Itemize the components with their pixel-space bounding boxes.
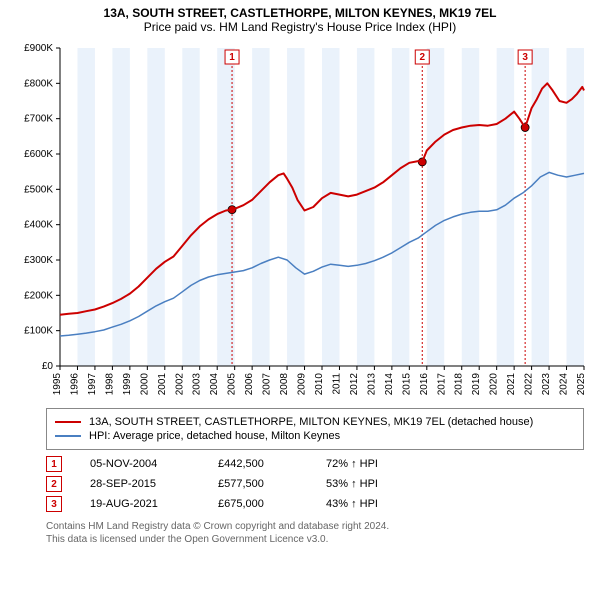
svg-text:£600K: £600K [24, 149, 53, 160]
svg-text:2006: 2006 [244, 373, 255, 396]
svg-text:2012: 2012 [349, 373, 360, 396]
svg-text:2005: 2005 [227, 373, 238, 396]
svg-text:2011: 2011 [331, 373, 342, 395]
legend-label: HPI: Average price, detached house, Milt… [89, 430, 340, 442]
svg-text:£300K: £300K [24, 255, 53, 266]
sale-hpi-delta: 72% ↑ HPI [326, 458, 416, 470]
sale-date: 19-AUG-2021 [90, 498, 190, 510]
svg-text:2013: 2013 [366, 373, 377, 396]
svg-text:2025: 2025 [576, 373, 587, 396]
svg-text:3: 3 [522, 52, 528, 63]
svg-text:2021: 2021 [506, 373, 517, 396]
svg-text:1999: 1999 [122, 373, 133, 396]
chart-plot-area: £0 £100K £200K £300K £400K £500K £600K £700K £80… [6, 40, 594, 400]
svg-text:1996: 1996 [69, 373, 80, 396]
svg-text:2014: 2014 [384, 373, 395, 396]
svg-text:2009: 2009 [297, 373, 308, 396]
svg-text:2002: 2002 [174, 373, 185, 396]
chart-subtitle: Price paid vs. HM Land Registry's House … [6, 20, 594, 34]
sale-price: £577,500 [218, 478, 298, 490]
sale-marker-icon: 3 [46, 496, 62, 512]
sale-row: 2 28-SEP-2015 £577,500 53% ↑ HPI [46, 476, 584, 492]
svg-text:2016: 2016 [419, 373, 430, 396]
svg-text:2000: 2000 [139, 373, 150, 396]
svg-text:1: 1 [229, 52, 235, 63]
legend-swatch [55, 435, 81, 437]
sale-price: £442,500 [218, 458, 298, 470]
footer-line-1: Contains HM Land Registry data © Crown c… [46, 520, 584, 533]
legend-item: 13A, SOUTH STREET, CASTLETHORPE, MILTON … [55, 416, 575, 428]
sale-marker-icon: 2 [46, 476, 62, 492]
svg-text:1995: 1995 [52, 373, 63, 396]
svg-text:2010: 2010 [314, 373, 325, 396]
svg-text:£900K: £900K [24, 43, 53, 54]
sale-date: 28-SEP-2015 [90, 478, 190, 490]
sales-table: 1 05-NOV-2004 £442,500 72% ↑ HPI 2 28-SEP-201… [46, 456, 584, 512]
sale-hpi-delta: 53% ↑ HPI [326, 478, 416, 490]
svg-text:2019: 2019 [471, 373, 482, 396]
line-chart-svg: £0 £100K £200K £300K £400K £500K £600K £700K £80… [6, 40, 594, 400]
svg-text:2015: 2015 [401, 373, 412, 396]
svg-text:1997: 1997 [87, 373, 98, 396]
legend-item: HPI: Average price, detached house, Milt… [55, 430, 575, 442]
sale-date: 05-NOV-2004 [90, 458, 190, 470]
svg-text:£0: £0 [42, 361, 54, 372]
svg-text:£700K: £700K [24, 114, 53, 125]
svg-text:£400K: £400K [24, 220, 53, 231]
sale-row: 3 19-AUG-2021 £675,000 43% ↑ HPI [46, 496, 584, 512]
legend-swatch [55, 421, 81, 423]
sale-hpi-delta: 43% ↑ HPI [326, 498, 416, 510]
svg-text:2004: 2004 [209, 373, 220, 396]
svg-text:2023: 2023 [541, 373, 552, 396]
svg-text:£200K: £200K [24, 290, 53, 301]
footer-line-2: This data is licensed under the Open Gov… [46, 533, 584, 546]
svg-text:2008: 2008 [279, 373, 290, 396]
attribution-footer: Contains HM Land Registry data © Crown c… [46, 520, 584, 546]
svg-text:2: 2 [419, 52, 425, 63]
chart-container: 13A, SOUTH STREET, CASTLETHORPE, MILTON … [0, 0, 600, 554]
sale-row: 1 05-NOV-2004 £442,500 72% ↑ HPI [46, 456, 584, 472]
svg-text:2003: 2003 [192, 373, 203, 396]
svg-text:£100K: £100K [24, 326, 53, 337]
svg-text:£800K: £800K [24, 78, 53, 89]
svg-text:2020: 2020 [489, 373, 500, 396]
sale-marker-icon: 1 [46, 456, 62, 472]
sale-price: £675,000 [218, 498, 298, 510]
chart-title: 13A, SOUTH STREET, CASTLETHORPE, MILTON … [6, 6, 594, 20]
svg-text:2018: 2018 [454, 373, 465, 396]
svg-text:2024: 2024 [559, 373, 570, 396]
svg-text:2001: 2001 [157, 373, 168, 396]
svg-text:2007: 2007 [262, 373, 273, 396]
svg-text:1998: 1998 [104, 373, 115, 396]
svg-text:2017: 2017 [436, 373, 447, 396]
legend-label: 13A, SOUTH STREET, CASTLETHORPE, MILTON … [89, 416, 533, 428]
svg-text:2022: 2022 [524, 373, 535, 396]
legend: 13A, SOUTH STREET, CASTLETHORPE, MILTON … [46, 408, 584, 450]
svg-text:£500K: £500K [24, 184, 53, 195]
